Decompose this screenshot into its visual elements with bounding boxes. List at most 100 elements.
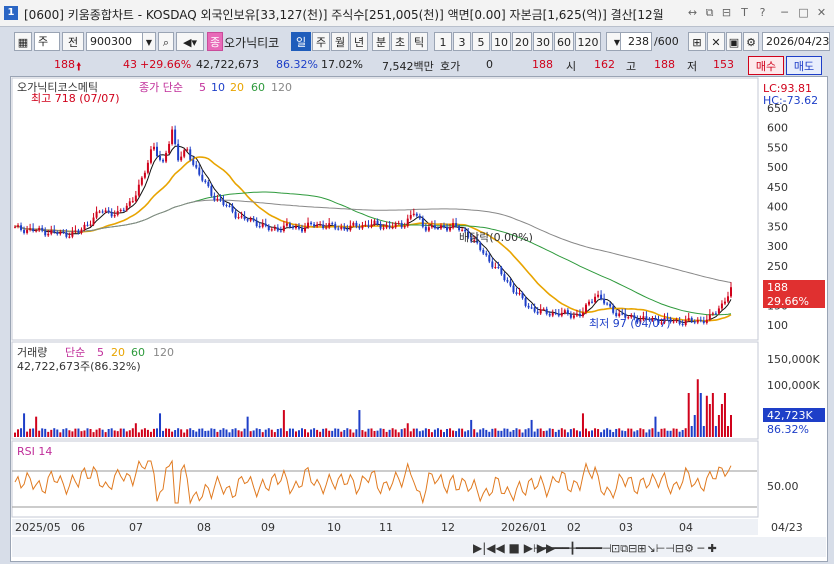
play-controls-icon[interactable]: ▶|◀◀ ■ ▶ ▶▶ xyxy=(473,541,556,555)
price-tick-650: 650 xyxy=(767,102,788,115)
close-icon[interactable]: ✕ xyxy=(816,6,827,19)
current-price-marker xyxy=(763,280,825,308)
candle-body xyxy=(630,315,633,318)
interval-120[interactable]: 120 xyxy=(575,32,601,51)
candle-body xyxy=(597,294,600,297)
tile-icon[interactable]: ⧉ xyxy=(705,6,714,19)
view-icons[interactable]: ⊡⧉⊟⊞↘⊢⊣⊟⚙ ─ ✚ xyxy=(611,542,717,555)
candle-body xyxy=(618,313,621,316)
candle-body xyxy=(252,218,255,221)
candle-body xyxy=(464,229,467,232)
chart-type-icon[interactable]: ▦ xyxy=(14,32,32,51)
volume-bar xyxy=(554,431,557,437)
candle-body xyxy=(675,320,678,322)
candle-body xyxy=(633,315,636,319)
split-icon[interactable]: ⊟ xyxy=(721,6,732,19)
x-axis-label: 11 xyxy=(379,521,393,534)
interval-1[interactable]: 1 xyxy=(434,32,452,51)
candle-body xyxy=(276,227,279,231)
volume: 42,722,673 xyxy=(196,58,259,71)
tab-month[interactable]: 월 xyxy=(331,32,349,51)
tab-week[interactable]: 주 xyxy=(312,32,330,51)
volume-bar xyxy=(53,428,56,437)
crosshair-icon[interactable]: ✕ xyxy=(707,32,725,51)
stock-code-input[interactable]: 900300 xyxy=(86,32,154,51)
scroll-bar[interactable] xyxy=(12,537,826,557)
interval-20[interactable]: 20 xyxy=(512,32,532,51)
volume-bar xyxy=(119,428,122,437)
tab-day[interactable]: 일 xyxy=(291,32,311,51)
tab-second[interactable]: 초 xyxy=(391,32,409,51)
save-icon[interactable]: ▣ xyxy=(726,32,742,51)
date-input[interactable]: 2026/04/23 xyxy=(762,32,830,51)
x-axis-label: 2025/05 xyxy=(15,521,61,534)
search-icon[interactable]: ⌕ xyxy=(158,32,174,51)
tab-year[interactable]: 년 xyxy=(350,32,368,51)
minimize-icon[interactable]: ─ xyxy=(781,6,788,19)
interval-5[interactable]: 5 xyxy=(472,32,490,51)
sell-button[interactable]: 매도 xyxy=(786,56,822,75)
candle-body xyxy=(606,303,609,305)
candle-body xyxy=(26,229,29,233)
volume-bar xyxy=(62,429,65,437)
volume-bar xyxy=(603,429,606,437)
all-button[interactable]: 전 xyxy=(62,32,84,51)
candle-body xyxy=(639,319,642,323)
period-type-select[interactable]: 주 xyxy=(34,32,60,51)
volume-bar xyxy=(110,428,113,437)
volume-pane[interactable] xyxy=(11,341,759,440)
count-input[interactable]: 238 xyxy=(620,32,652,51)
chart-panel[interactable]: 오가닉티코스메틱 종가 단순 5 10 20 60 120 LC:93.81 H… xyxy=(10,76,828,562)
buy-button[interactable]: 매수 xyxy=(748,56,784,75)
settings-icon[interactable]: ⚙ xyxy=(743,32,759,51)
volume-bar xyxy=(237,430,240,437)
volume-bar xyxy=(548,428,551,437)
rsi-pane[interactable] xyxy=(11,440,759,518)
tab-minute[interactable]: 분 xyxy=(372,32,390,51)
font-icon[interactable]: T xyxy=(741,6,748,19)
volume-bar xyxy=(630,428,633,437)
volume-bar xyxy=(609,429,612,437)
volume-bar xyxy=(412,428,415,437)
candle-body xyxy=(467,231,470,238)
chart-canvas[interactable]: 오가닉티코스메틱 종가 단순 5 10 20 60 120 LC:93.81 H… xyxy=(11,77,827,561)
candle-body xyxy=(358,226,361,229)
candle-body xyxy=(690,317,693,322)
rsi-tick-50: 50.00 xyxy=(767,480,799,493)
zoom-slider[interactable]: ⊢━━━━╂━━━━⊣ xyxy=(533,541,612,555)
volume-bar xyxy=(699,393,702,437)
help-icon[interactable]: ? xyxy=(759,6,766,19)
volume-bar xyxy=(530,419,533,437)
volume-bar xyxy=(83,430,86,437)
price-pane[interactable] xyxy=(11,77,759,341)
volume-bar xyxy=(651,428,654,437)
interval-10[interactable]: 10 xyxy=(491,32,511,51)
link-icon[interactable]: ↔ xyxy=(687,6,698,19)
maximize-icon[interactable]: □ xyxy=(798,6,809,19)
tab-tick[interactable]: 틱 xyxy=(410,32,428,51)
candle-body xyxy=(730,287,732,297)
interval-3[interactable]: 3 xyxy=(453,32,471,51)
volume-bar xyxy=(491,428,494,437)
interval-60[interactable]: 60 xyxy=(554,32,574,51)
candle-body xyxy=(663,317,666,323)
speaker-icon[interactable]: ◀▾ xyxy=(176,32,204,51)
ruler-icon[interactable]: ⊞ xyxy=(688,32,706,51)
volume-bar xyxy=(723,393,726,437)
candle-body xyxy=(131,201,134,203)
candle-body xyxy=(424,226,427,231)
low-price: 153 xyxy=(713,58,734,71)
interval-30[interactable]: 30 xyxy=(533,32,553,51)
candle-body xyxy=(512,285,515,293)
volume-bar xyxy=(624,431,627,437)
volume-bar xyxy=(219,429,222,437)
candle-body xyxy=(669,318,672,322)
volume-bar xyxy=(243,428,246,437)
candle-body xyxy=(319,224,322,226)
chevron-down-icon[interactable]: ▼ xyxy=(142,32,156,51)
candle-body xyxy=(479,242,482,250)
volume-bar xyxy=(128,430,131,437)
volume-bar xyxy=(240,431,243,437)
candle-body xyxy=(59,231,62,235)
volume-bar xyxy=(104,432,107,437)
